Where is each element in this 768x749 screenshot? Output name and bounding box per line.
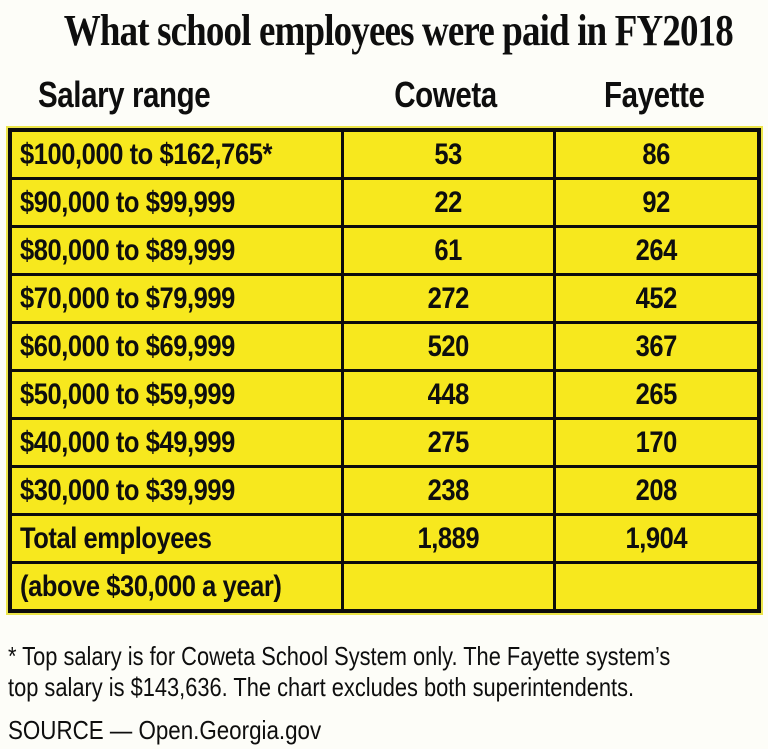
footnote: * Top salary is for Coweta School System…	[8, 641, 768, 703]
column-header-coweta-label: Coweta	[394, 74, 498, 115]
fayette-cell: 208	[552, 465, 761, 516]
column-header-fayette: Fayette	[552, 74, 757, 116]
table-row: $30,000 to $39,999 238 208	[8, 465, 761, 516]
table-row: $90,000 to $99,999 22 92	[8, 177, 761, 228]
column-header-fayette-label: Fayette	[604, 74, 705, 115]
fayette-cell	[552, 561, 761, 613]
coweta-cell	[340, 561, 556, 613]
total-note-label: (above $30,000 a year)	[20, 569, 282, 603]
coweta-value: 61	[434, 233, 462, 267]
coweta-total: 1,889	[417, 521, 479, 555]
coweta-cell: 448	[340, 369, 556, 420]
fayette-value: 86	[642, 137, 671, 171]
footnote-line-2: top salary is $143,636. The chart exclud…	[8, 672, 635, 702]
table-row: $70,000 to $79,999 272 452	[8, 273, 761, 324]
range-label: $30,000 to $39,999	[20, 473, 235, 507]
coweta-cell: 520	[340, 321, 556, 372]
fayette-value: 264	[635, 233, 678, 267]
coweta-value: 275	[427, 425, 469, 459]
fayette-value: 170	[635, 425, 678, 459]
range-label: $90,000 to $99,999	[20, 185, 235, 219]
table-row-total-note: (above $30,000 a year)	[8, 561, 761, 613]
fayette-value: 92	[642, 185, 671, 219]
range-cell: (above $30,000 a year)	[8, 561, 344, 613]
fayette-value: 452	[635, 281, 678, 315]
coweta-value: 448	[427, 377, 469, 411]
fayette-total: 1,904	[625, 521, 688, 555]
range-label: $40,000 to $49,999	[20, 425, 235, 459]
table-header-row: Salary range Coweta Fayette	[8, 72, 757, 118]
page-title-text: What school employees were paid in FY201…	[63, 6, 734, 55]
coweta-cell: 1,889	[340, 513, 556, 564]
column-header-coweta: Coweta	[340, 74, 552, 116]
coweta-cell: 238	[340, 465, 556, 516]
coweta-value: 520	[427, 329, 469, 363]
fayette-cell: 265	[552, 369, 761, 420]
range-cell: Total employees	[8, 513, 344, 564]
fayette-cell: 170	[552, 417, 761, 468]
range-cell: $50,000 to $59,999	[8, 369, 344, 420]
coweta-cell: 61	[340, 225, 556, 276]
page-title: What school employees were paid in FY201…	[0, 0, 768, 56]
coweta-cell: 53	[340, 128, 556, 180]
coweta-cell: 272	[340, 273, 556, 324]
range-cell: $90,000 to $99,999	[8, 177, 344, 228]
fayette-value: 367	[635, 329, 678, 363]
coweta-value: 238	[427, 473, 469, 507]
fayette-value: 208	[635, 473, 678, 507]
fayette-cell: 1,904	[552, 513, 761, 564]
table-row-total: Total employees 1,889 1,904	[8, 513, 761, 564]
fayette-cell: 452	[552, 273, 761, 324]
fayette-cell: 92	[552, 177, 761, 228]
range-label: $60,000 to $69,999	[20, 329, 235, 363]
fayette-cell: 367	[552, 321, 761, 372]
column-header-salary-range-label: Salary range	[38, 74, 211, 115]
table-row: $60,000 to $69,999 520 367	[8, 321, 761, 372]
coweta-value: 272	[427, 281, 469, 315]
table-row: $100,000 to $162,765* 53 86	[8, 128, 761, 180]
coweta-cell: 22	[340, 177, 556, 228]
column-header-salary-range: Salary range	[8, 74, 340, 116]
table-row: $50,000 to $59,999 448 265	[8, 369, 761, 420]
table-row: $80,000 to $89,999 61 264	[8, 225, 761, 276]
fayette-cell: 264	[552, 225, 761, 276]
source-text: SOURCE — Open.Georgia.gov	[8, 715, 322, 745]
range-cell: $40,000 to $49,999	[8, 417, 344, 468]
range-cell: $100,000 to $162,765*	[8, 128, 344, 180]
fayette-cell: 86	[552, 128, 761, 180]
range-cell: $30,000 to $39,999	[8, 465, 344, 516]
range-label: $80,000 to $89,999	[20, 233, 235, 267]
fayette-value: 265	[635, 377, 678, 411]
range-label: $50,000 to $59,999	[20, 377, 235, 411]
range-label: $70,000 to $79,999	[20, 281, 235, 315]
range-cell: $80,000 to $89,999	[8, 225, 344, 276]
coweta-value: 22	[434, 185, 462, 219]
source-line: SOURCE — Open.Georgia.gov	[8, 715, 768, 745]
range-cell: $70,000 to $79,999	[8, 273, 344, 324]
footnote-line-1: * Top salary is for Coweta School System…	[8, 641, 671, 671]
table-row: $40,000 to $49,999 275 170	[8, 417, 761, 468]
total-label: Total employees	[20, 521, 212, 555]
salary-table: $100,000 to $162,765* 53 86 $90,000 to $…	[6, 126, 763, 615]
range-cell: $60,000 to $69,999	[8, 321, 344, 372]
range-label: $100,000 to $162,765*	[20, 137, 272, 171]
coweta-cell: 275	[340, 417, 556, 468]
coweta-value: 53	[434, 137, 462, 171]
